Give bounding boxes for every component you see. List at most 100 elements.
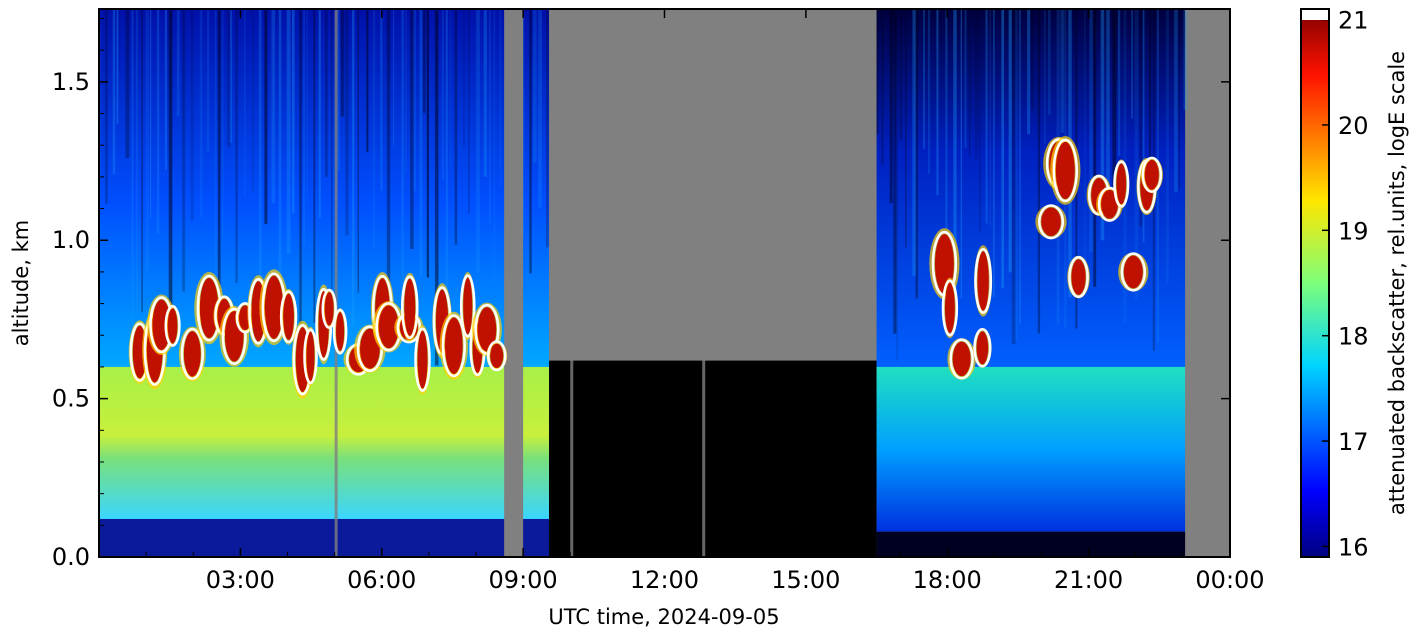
data-gap-line <box>334 9 338 557</box>
backscatter-streak <box>876 9 879 135</box>
backscatter-streak <box>325 9 328 177</box>
cloud-core <box>1041 207 1061 237</box>
cloud-core <box>183 331 201 377</box>
backscatter-streak <box>889 9 893 204</box>
y-tick-label: 0.0 <box>52 543 90 571</box>
cloud-core <box>306 331 315 382</box>
backscatter-streak <box>463 9 465 149</box>
y-tick-label: 1.5 <box>52 68 90 96</box>
colorbar-ticks: 16 17 18 19 20 21 <box>1302 7 1369 561</box>
cloud-contour <box>279 290 298 344</box>
region-upper-air <box>876 9 1186 367</box>
backscatter-streak <box>899 9 903 140</box>
cloud-core <box>417 330 428 389</box>
backscatter-streak <box>299 9 302 354</box>
backscatter-streak <box>136 9 138 302</box>
backscatter-streak <box>258 9 262 333</box>
backscatter-streak <box>264 9 268 224</box>
colorbar-over-range <box>1302 10 1328 20</box>
backscatter-streak <box>1174 9 1178 193</box>
backscatter-streak <box>366 9 369 152</box>
backscatter-streak <box>1011 9 1016 344</box>
backscatter-streak <box>221 9 224 238</box>
backscatter-streak <box>352 9 355 327</box>
backscatter-streak <box>1015 9 1019 339</box>
backscatter-regions <box>99 9 1230 557</box>
backscatter-streak <box>150 9 152 219</box>
backscatter-streak <box>896 9 899 362</box>
backscatter-streak <box>1084 9 1086 283</box>
cloud-contours <box>128 136 1164 399</box>
backscatter-streak <box>1031 9 1035 110</box>
backscatter-streak <box>1047 9 1051 115</box>
region-boundary-layer <box>876 366 1186 532</box>
backscatter-streak <box>927 9 931 175</box>
cloud-contour <box>1141 156 1163 193</box>
cloud-core <box>477 307 497 352</box>
cloud-core <box>404 278 416 336</box>
backscatter-streak <box>915 9 919 299</box>
backscatter-streak <box>434 9 439 366</box>
cloud-contour <box>180 327 204 381</box>
backscatter-streak <box>401 9 404 308</box>
cloud-contour <box>303 328 318 385</box>
backscatter-streak <box>1093 9 1097 287</box>
backscatter-streak <box>168 9 173 337</box>
backscatter-streak <box>912 9 917 277</box>
cloud-core <box>199 277 219 339</box>
cloud-contour <box>1038 204 1065 240</box>
colorbar-tick-label: 20 <box>1338 112 1369 140</box>
cloud-contour <box>973 328 992 368</box>
backscatter-streak <box>1037 9 1041 334</box>
backscatter-streak <box>252 9 254 192</box>
backscatter-streak <box>1142 9 1145 243</box>
backscatter-streak <box>306 9 308 206</box>
backscatter-streak <box>1060 9 1064 133</box>
backscatter-streak <box>313 9 316 324</box>
backscatter-streak <box>116 9 119 125</box>
backscatter-streak <box>454 9 458 245</box>
backscatter-streak <box>386 9 391 293</box>
backscatter-streak <box>413 9 416 192</box>
backscatter-streak <box>985 9 988 224</box>
backscatter-streak <box>538 9 542 208</box>
backscatter-streak <box>489 9 491 224</box>
backscatter-streak <box>445 9 448 344</box>
backscatter-streak <box>1043 9 1046 144</box>
backscatter-streak <box>199 9 203 218</box>
y-tick-label: 0.5 <box>52 385 90 413</box>
colorbar-tick-label: 21 <box>1338 7 1369 35</box>
colorbar-tick-label: 16 <box>1338 533 1369 561</box>
colorbar: 16 17 18 19 20 21 <box>1300 7 1369 561</box>
backscatter-streak <box>337 9 340 171</box>
cloud-contour <box>1052 138 1079 203</box>
cloud-core <box>283 293 294 341</box>
cloud-core <box>336 312 345 352</box>
backscatter-streak <box>105 9 108 204</box>
data-gap-line <box>570 9 574 557</box>
x-tick-label: 18:00 <box>913 566 982 594</box>
colorbar-label: attenuated backscatter, rel.units, logE … <box>1385 51 1409 515</box>
x-axis-label: UTC time, 2024-09-05 <box>548 605 779 629</box>
backscatter-streak <box>880 9 884 165</box>
colorbar-gradient <box>1301 9 1329 557</box>
backscatter-streak <box>380 9 383 191</box>
backscatter-streak <box>545 9 549 248</box>
backscatter-streak <box>1178 9 1181 190</box>
backscatter-streak <box>423 9 426 113</box>
cloud-core <box>167 308 178 344</box>
backscatter-streak <box>1106 9 1110 187</box>
backscatter-streak <box>373 9 375 248</box>
backscatter-streak <box>960 9 962 299</box>
region-boundary-layer <box>523 366 550 519</box>
backscatter-streak <box>164 9 167 170</box>
x-tick-label: 03:00 <box>206 566 275 594</box>
backscatter-streak <box>1117 9 1121 157</box>
y-axis-label: altitude, km <box>9 220 33 347</box>
backscatter-streak <box>243 9 246 196</box>
backscatter-streak <box>235 9 238 283</box>
backscatter-streak <box>499 9 502 187</box>
colorbar-tick-label: 19 <box>1338 217 1369 245</box>
region-upper-air <box>523 9 550 367</box>
backscatter-streak <box>476 9 480 273</box>
